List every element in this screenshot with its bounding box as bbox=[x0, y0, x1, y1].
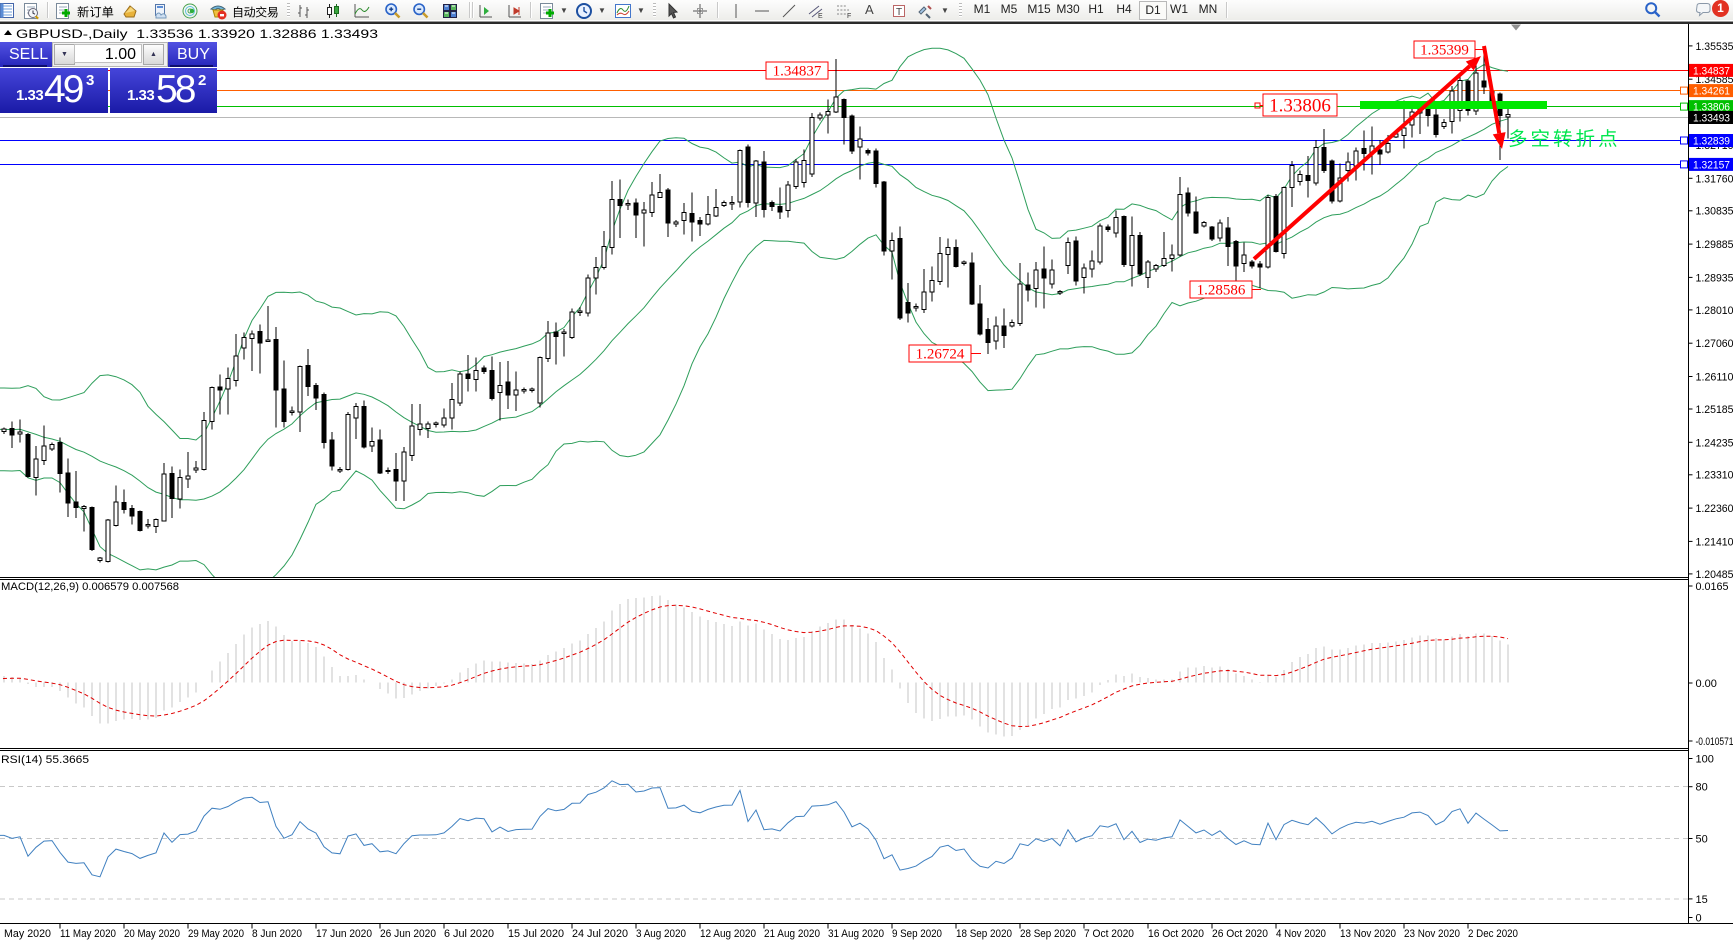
svg-text:17 Jun 2020: 17 Jun 2020 bbox=[316, 928, 372, 940]
svg-text:20 May 2020: 20 May 2020 bbox=[124, 928, 180, 940]
svg-text:13 Nov 2020: 13 Nov 2020 bbox=[1340, 928, 1396, 940]
svg-text:1.30835: 1.30835 bbox=[1696, 206, 1733, 218]
svg-text:0.00: 0.00 bbox=[1696, 678, 1717, 690]
svg-text:1.35535: 1.35535 bbox=[1696, 41, 1733, 53]
svg-text:1.31760: 1.31760 bbox=[1696, 173, 1733, 185]
svg-text:F: F bbox=[847, 13, 851, 20]
svg-text:16 Oct 2020: 16 Oct 2020 bbox=[1148, 928, 1204, 940]
svg-text:1.22360: 1.22360 bbox=[1696, 503, 1733, 515]
svg-text:28 Sep 2020: 28 Sep 2020 bbox=[1020, 928, 1076, 940]
svg-text:1.34585: 1.34585 bbox=[1696, 74, 1733, 86]
svg-text:1.28586: 1.28586 bbox=[1197, 283, 1246, 299]
svg-text:1.34837: 1.34837 bbox=[1693, 65, 1730, 77]
svg-text:MACD(12,26,9) 0.006579 0.00756: MACD(12,26,9) 0.006579 0.007568 bbox=[1, 581, 179, 593]
svg-text:0.0165: 0.0165 bbox=[1696, 581, 1729, 593]
svg-text:1.33493: 1.33493 bbox=[1693, 113, 1730, 125]
svg-text:29 May 2020: 29 May 2020 bbox=[188, 928, 244, 940]
svg-text:4 Nov 2020: 4 Nov 2020 bbox=[1276, 928, 1326, 940]
svg-text:GBPUSD-,Daily 1.33536 1.33920: GBPUSD-,Daily 1.33536 1.33920 1.32886 1.… bbox=[16, 27, 378, 41]
svg-text:15: 15 bbox=[1696, 894, 1708, 906]
svg-text:9 Sep 2020: 9 Sep 2020 bbox=[892, 928, 942, 940]
svg-text:1.32839: 1.32839 bbox=[1693, 136, 1730, 148]
svg-text:100: 100 bbox=[1696, 754, 1714, 766]
svg-text:15 Jul 2020: 15 Jul 2020 bbox=[508, 928, 564, 940]
svg-text:6 Jul 2020: 6 Jul 2020 bbox=[444, 928, 494, 940]
svg-text:-0.010571: -0.010571 bbox=[1696, 736, 1733, 748]
svg-text:1.33806: 1.33806 bbox=[1269, 96, 1331, 117]
svg-text:3 Aug 2020: 3 Aug 2020 bbox=[636, 928, 686, 940]
svg-text:1.34261: 1.34261 bbox=[1693, 86, 1730, 98]
svg-text:1.29885: 1.29885 bbox=[1696, 239, 1733, 251]
svg-text:26 Oct 2020: 26 Oct 2020 bbox=[1212, 928, 1268, 940]
svg-text:12 Aug 2020: 12 Aug 2020 bbox=[700, 928, 756, 940]
svg-text:1.26110: 1.26110 bbox=[1696, 372, 1733, 384]
svg-text:1.26724: 1.26724 bbox=[916, 347, 965, 363]
svg-text:11 May 2020: 11 May 2020 bbox=[60, 928, 116, 940]
svg-text:50: 50 bbox=[1696, 834, 1708, 846]
svg-text:26 Jun 2020: 26 Jun 2020 bbox=[380, 928, 436, 940]
svg-text:1.34837: 1.34837 bbox=[773, 64, 822, 80]
svg-text:1.21410: 1.21410 bbox=[1696, 536, 1733, 548]
svg-text:1.25185: 1.25185 bbox=[1696, 404, 1733, 416]
svg-text:1.23310: 1.23310 bbox=[1696, 470, 1733, 482]
svg-text:1.20485: 1.20485 bbox=[1696, 569, 1733, 581]
svg-text:1.28935: 1.28935 bbox=[1696, 272, 1733, 284]
svg-text:RSI(14) 55.3665: RSI(14) 55.3665 bbox=[1, 754, 89, 766]
svg-text:1.28010: 1.28010 bbox=[1696, 305, 1733, 317]
svg-text:1.33806: 1.33806 bbox=[1693, 102, 1730, 114]
svg-text:0: 0 bbox=[1696, 913, 1702, 925]
svg-text:24 Jul 2020: 24 Jul 2020 bbox=[572, 928, 628, 940]
svg-text:80: 80 bbox=[1696, 782, 1708, 794]
svg-text:18 Sep 2020: 18 Sep 2020 bbox=[956, 928, 1012, 940]
svg-text:T: T bbox=[896, 7, 902, 18]
svg-text:21 Aug 2020: 21 Aug 2020 bbox=[764, 928, 820, 940]
svg-text:8 Jun 2020: 8 Jun 2020 bbox=[252, 928, 302, 940]
svg-text:E: E bbox=[818, 13, 823, 20]
svg-text:1.27060: 1.27060 bbox=[1696, 338, 1733, 350]
svg-text:1.24235: 1.24235 bbox=[1696, 437, 1733, 449]
svg-text:May 2020: May 2020 bbox=[4, 928, 51, 940]
svg-text:31 Aug 2020: 31 Aug 2020 bbox=[828, 928, 884, 940]
svg-text:1.32157: 1.32157 bbox=[1693, 159, 1730, 171]
svg-text:1.35399: 1.35399 bbox=[1420, 43, 1469, 59]
svg-text:2 Dec 2020: 2 Dec 2020 bbox=[1468, 928, 1518, 940]
svg-text:23 Nov 2020: 23 Nov 2020 bbox=[1404, 928, 1460, 940]
svg-text:7 Oct 2020: 7 Oct 2020 bbox=[1084, 928, 1134, 940]
